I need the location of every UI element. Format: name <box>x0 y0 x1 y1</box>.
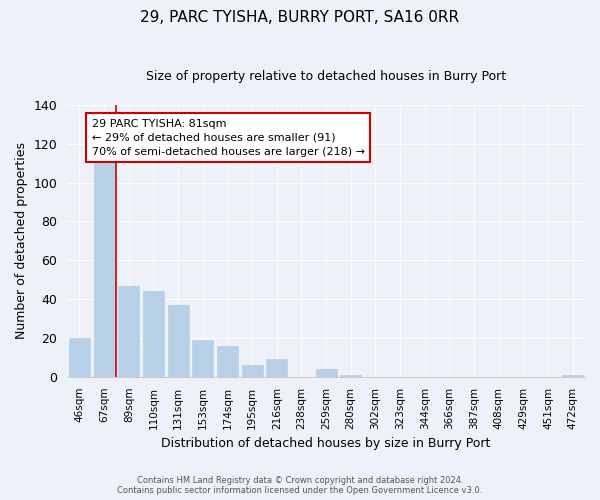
Bar <box>562 375 583 377</box>
Bar <box>316 369 337 377</box>
Bar <box>143 292 164 377</box>
X-axis label: Distribution of detached houses by size in Burry Port: Distribution of detached houses by size … <box>161 437 491 450</box>
Bar <box>242 365 263 377</box>
Text: 29, PARC TYISHA, BURRY PORT, SA16 0RR: 29, PARC TYISHA, BURRY PORT, SA16 0RR <box>140 10 460 25</box>
Text: 29 PARC TYISHA: 81sqm
← 29% of detached houses are smaller (91)
70% of semi-deta: 29 PARC TYISHA: 81sqm ← 29% of detached … <box>92 118 365 156</box>
Bar <box>217 346 238 377</box>
Bar <box>118 286 139 377</box>
Bar <box>340 375 361 377</box>
Title: Size of property relative to detached houses in Burry Port: Size of property relative to detached ho… <box>146 70 506 83</box>
Bar <box>69 338 90 377</box>
Bar <box>192 340 213 377</box>
Text: Contains HM Land Registry data © Crown copyright and database right 2024.
Contai: Contains HM Land Registry data © Crown c… <box>118 476 482 495</box>
Bar <box>167 305 188 377</box>
Bar <box>266 360 287 377</box>
Bar <box>94 163 115 377</box>
Y-axis label: Number of detached properties: Number of detached properties <box>15 142 28 340</box>
